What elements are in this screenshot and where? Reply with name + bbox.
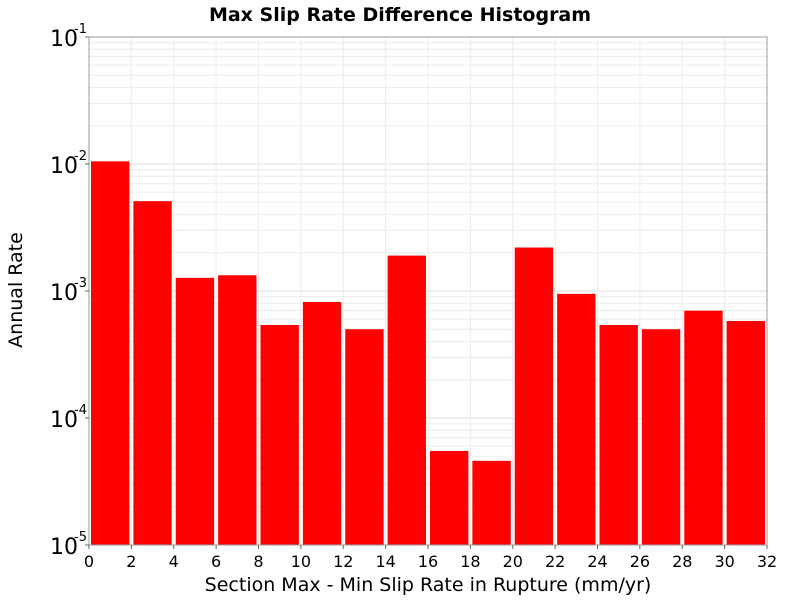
histogram-bar [91,161,130,545]
x-tick-label: 26 [630,552,650,571]
y-tick-exponent: -3 [74,276,87,291]
histogram-bar [684,310,723,545]
histogram-bar [430,450,469,545]
histogram-bar [345,329,384,545]
histogram-bar [260,324,299,545]
histogram-bar [726,321,765,545]
histogram-bar [387,255,426,545]
y-tick-label: 10 [50,281,78,306]
histogram-bar [641,329,681,545]
x-tick-label: 16 [418,552,438,571]
x-tick-label: 12 [333,552,353,571]
y-tick-label: 10 [50,408,78,433]
x-tick-label: 10 [291,552,311,571]
histogram-bar [218,275,257,545]
histogram-bar [175,277,215,545]
x-axis-label: Section Max - Min Slip Rate in Rupture (… [205,574,652,596]
x-tick-label: 4 [169,552,179,571]
histogram-bar [599,324,638,545]
x-tick-label: 24 [587,552,607,571]
x-ticks: 0 2 4 6 8 10 12 14 16 18 20 22 24 26 28 30 32 [84,545,777,571]
x-tick-label: 8 [253,552,263,571]
y-tick-exponent: -4 [74,403,87,418]
histogram-bar [472,460,511,545]
x-tick-label: 6 [211,552,221,571]
x-tick-label: 0 [84,552,94,571]
histogram-bar [514,247,554,545]
y-tick-exponent: -2 [74,149,87,164]
histogram-bar [133,201,172,545]
y-tick-exponent: -1 [74,22,87,37]
y-tick-label: 10 [50,535,78,560]
x-tick-label: 14 [375,552,395,571]
x-tick-label: 22 [545,552,565,571]
bars [91,161,765,545]
x-tick-label: 32 [757,552,777,571]
histogram-bar [557,293,596,545]
y-tick-exponent: -5 [74,530,87,545]
chart-title: Max Slip Rate Difference Histogram [209,4,591,26]
x-tick-label: 20 [503,552,523,571]
x-tick-label: 2 [126,552,136,571]
x-tick-label: 18 [460,552,480,571]
x-tick-label: 30 [714,552,734,571]
y-tick-label: 10 [50,154,78,179]
y-ticks: 10-510-410-310-210-1 [50,22,89,560]
x-tick-label: 28 [672,552,692,571]
y-tick-label: 10 [50,27,78,52]
y-axis-label: Annual Rate [5,232,27,348]
histogram-bar [302,301,342,545]
